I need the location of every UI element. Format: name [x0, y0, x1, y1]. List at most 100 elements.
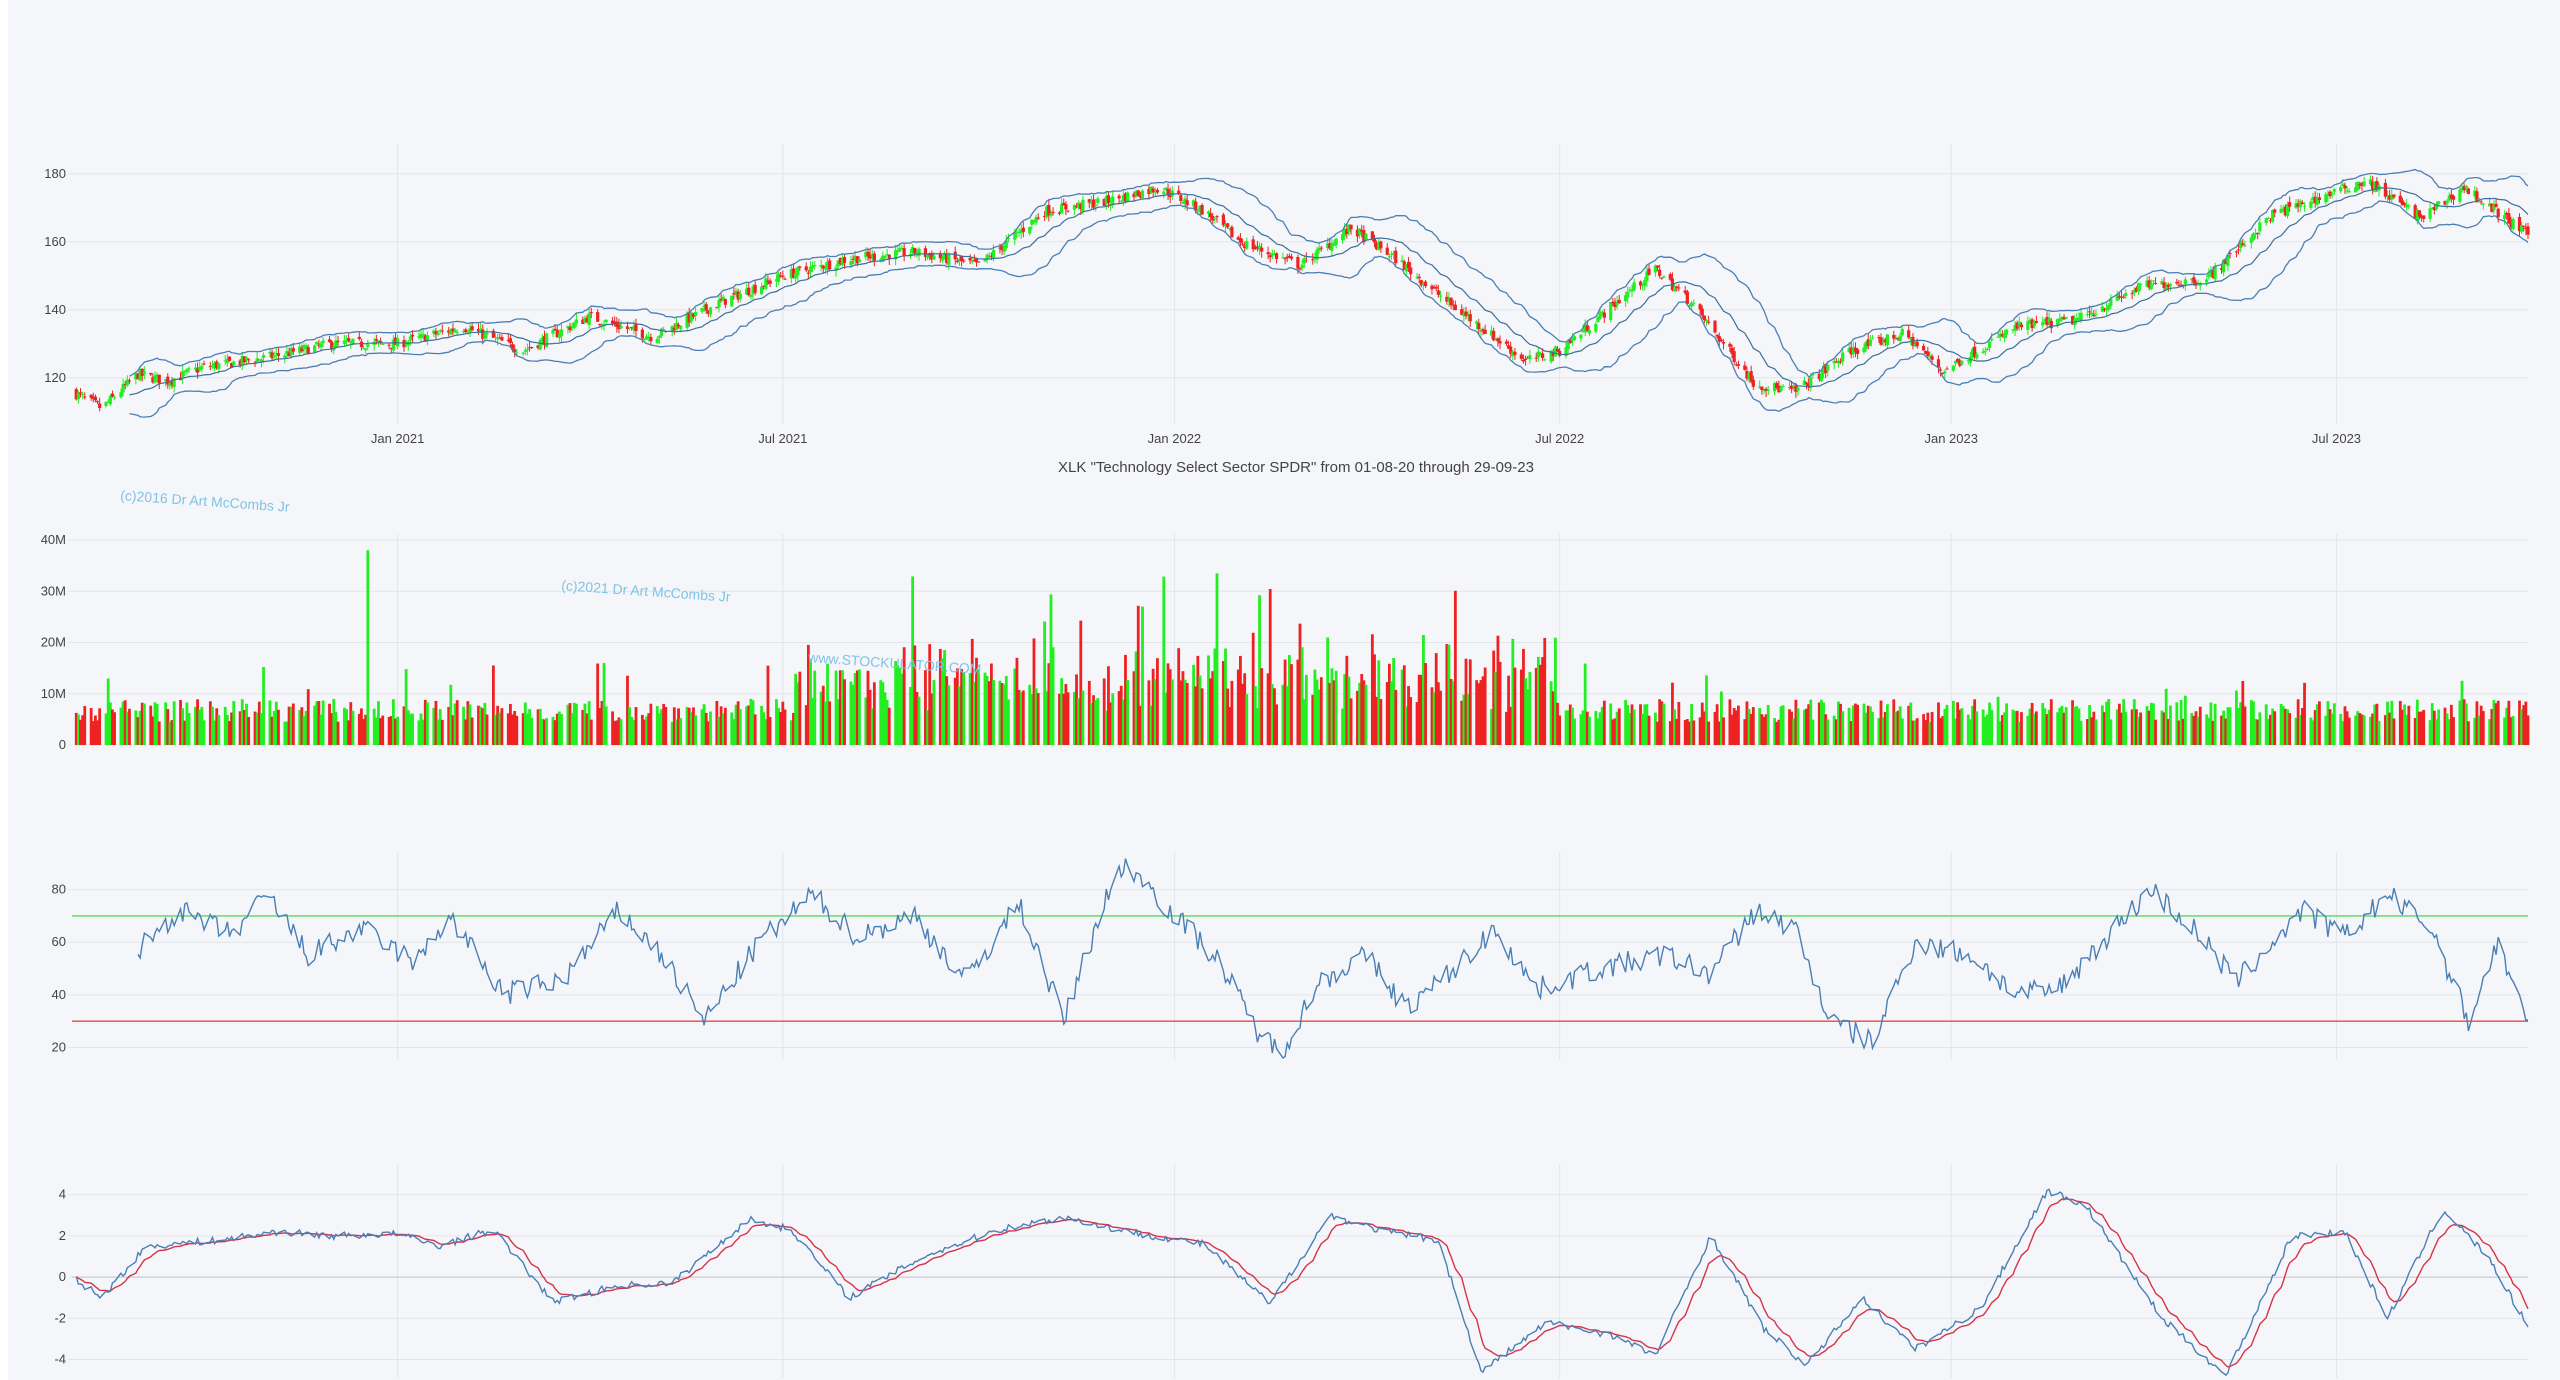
volume-bar	[913, 645, 917, 745]
volume-bar	[1432, 692, 1436, 745]
candle-body	[2222, 259, 2226, 273]
volume-bar	[1971, 705, 1974, 745]
volume-bar	[1898, 706, 1902, 745]
volume-bar	[255, 712, 259, 745]
candle-body	[1985, 348, 1990, 351]
volume-bar	[1913, 720, 1917, 745]
volume-bar	[598, 707, 602, 745]
volume-bar	[1677, 701, 1681, 745]
volume-bar	[819, 691, 823, 745]
volume-bar	[1617, 708, 1621, 745]
volume-bar	[2283, 708, 2287, 745]
candle-body	[1079, 204, 1083, 210]
candle-body	[753, 284, 757, 293]
volume-bar	[1837, 701, 1840, 745]
volume-bar	[1400, 669, 1404, 745]
candle-body	[172, 378, 176, 387]
candle-body	[791, 268, 796, 278]
candle-body	[1668, 274, 1672, 280]
candle-body	[1745, 371, 1749, 379]
volume-bar	[1370, 634, 1374, 745]
candle-body	[1434, 286, 1438, 289]
volume-bar	[1941, 716, 1945, 745]
candle-body	[381, 343, 385, 345]
rsi-y-tick-label: 40	[52, 987, 66, 1002]
volume-bar	[291, 703, 295, 745]
candle-body	[1094, 204, 1098, 207]
volume-bar	[302, 715, 306, 745]
bollinger-lower-line	[129, 200, 2529, 418]
volume-bar	[98, 708, 102, 745]
volume-bar	[883, 692, 887, 745]
candle-body	[2311, 196, 2315, 200]
candle-body	[1268, 255, 1272, 258]
candle-body	[953, 251, 957, 260]
candle-body	[1343, 229, 1347, 237]
candle-body	[1181, 202, 1185, 204]
candle-body	[2000, 334, 2004, 337]
candle-body	[570, 325, 574, 328]
price-y-tick-label: 140	[44, 302, 66, 317]
volume-bar	[387, 716, 391, 745]
candle-body	[596, 312, 600, 322]
candle-body	[2047, 318, 2051, 323]
volume-bar	[924, 670, 927, 745]
candle-body	[708, 307, 713, 315]
candle-body	[721, 296, 725, 301]
volume-bar	[660, 709, 663, 745]
candle-body	[1624, 295, 1628, 302]
volume-bar	[1215, 573, 1219, 745]
volume-bar	[421, 719, 425, 745]
volume-bar	[2458, 700, 2462, 745]
volume-bar	[2103, 712, 2106, 745]
volume-bar	[245, 703, 248, 745]
volume-bar	[941, 658, 944, 745]
volume-bar	[470, 717, 474, 745]
volume-bar	[1794, 699, 1798, 745]
volume-bar	[2522, 705, 2526, 745]
watermark-2016: (c)2016 Dr Art McCombs Jr	[120, 487, 291, 515]
candle-body	[359, 341, 364, 348]
candle-body	[2268, 220, 2273, 222]
volume-bar	[2294, 717, 2298, 745]
candle-body	[1370, 231, 1374, 240]
candle-body	[357, 336, 361, 340]
candle-body	[2522, 225, 2526, 227]
candle-body	[1760, 386, 1764, 390]
candle-body	[2109, 299, 2113, 306]
candle-body	[557, 334, 561, 338]
volume-bar	[764, 719, 768, 745]
candle-body	[2026, 321, 2030, 330]
volume-bar	[1609, 703, 1613, 745]
candle-body	[1687, 305, 1692, 307]
candle-body	[2347, 191, 2351, 193]
candle-body	[2136, 283, 2141, 292]
volume-bar	[2209, 702, 2213, 745]
volume-bar	[1849, 721, 1853, 745]
volume-bar	[1392, 657, 1396, 745]
volume-bar	[440, 719, 444, 745]
candle-body	[834, 267, 838, 271]
volume-bar	[2088, 705, 2091, 745]
candle-body	[898, 248, 902, 252]
volume-bar	[1600, 707, 1604, 745]
candle-body	[1824, 363, 1828, 373]
volume-bar	[1566, 710, 1570, 745]
candle-body	[1868, 340, 1872, 346]
candle-body	[1951, 365, 1955, 371]
candle-body	[1015, 231, 1019, 233]
candle-body	[136, 373, 140, 379]
candle-body	[2460, 187, 2464, 191]
candle-body	[693, 311, 698, 316]
candle-body	[493, 336, 498, 338]
candle-body	[530, 347, 534, 349]
volume-bar	[2190, 712, 2194, 745]
candle-body	[2115, 294, 2119, 301]
candle-body	[1568, 339, 1572, 344]
volume-bar	[2343, 706, 2347, 745]
candle-body	[555, 329, 559, 338]
candle-body	[2105, 307, 2109, 311]
candle-body	[857, 259, 862, 263]
candle-body	[98, 403, 102, 408]
candle-body	[868, 254, 872, 259]
